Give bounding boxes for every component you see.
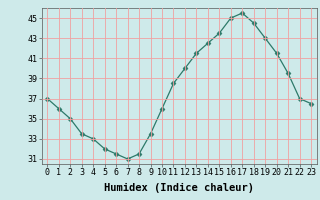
X-axis label: Humidex (Indice chaleur): Humidex (Indice chaleur) (104, 183, 254, 193)
